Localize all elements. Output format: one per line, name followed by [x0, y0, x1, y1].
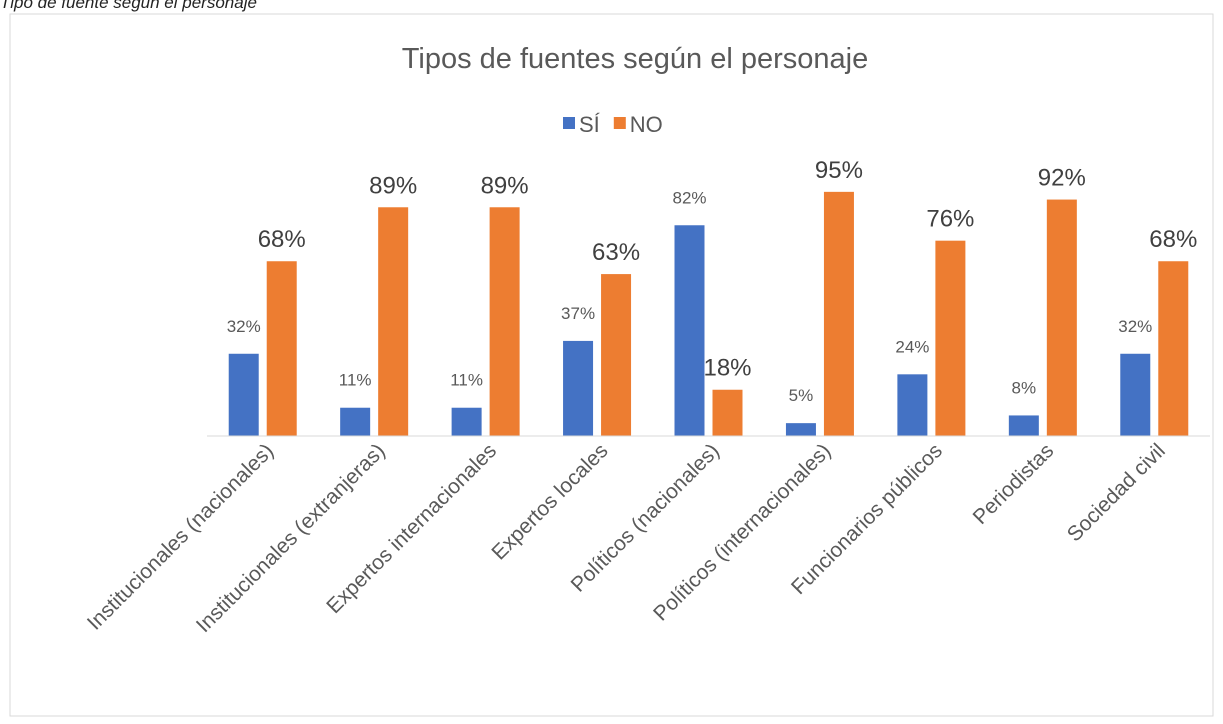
data-label: 89% [481, 172, 529, 199]
data-label: 11% [339, 371, 372, 390]
bar [712, 389, 743, 436]
legend-swatch [563, 117, 575, 129]
caption: Tipo de fuente según el personaje [0, 0, 257, 12]
legend-swatch [613, 117, 626, 129]
chart-title: Tipos de fuentes según el personaje [402, 43, 868, 75]
bar [266, 261, 297, 436]
data-label: 68% [258, 226, 306, 253]
bar [674, 225, 705, 436]
data-label: 18% [703, 355, 751, 382]
bar [1008, 415, 1039, 436]
bar [378, 207, 409, 436]
bar [823, 191, 854, 436]
bar [451, 407, 482, 436]
bar [897, 374, 928, 436]
bar [935, 240, 966, 436]
bar [785, 423, 816, 436]
bar [340, 407, 371, 436]
bar [601, 274, 632, 436]
bar [228, 353, 259, 436]
legend-label: SÍ [579, 112, 601, 137]
data-label: 5% [789, 386, 814, 405]
data-label: 68% [1149, 226, 1197, 253]
bar [1046, 199, 1077, 436]
data-label: 63% [592, 239, 640, 266]
data-label: 37% [561, 304, 595, 323]
data-label: 95% [815, 157, 863, 184]
bar [563, 340, 594, 436]
data-label: 82% [672, 188, 706, 207]
data-label: 11% [450, 371, 483, 390]
data-label: 92% [1038, 165, 1086, 192]
data-label: 8% [1012, 378, 1037, 397]
legend-label: NO [630, 112, 663, 137]
bar [1158, 261, 1189, 436]
bar [489, 207, 520, 436]
data-label: 32% [1118, 317, 1152, 336]
data-label: 32% [227, 317, 261, 336]
data-label: 76% [926, 206, 974, 233]
data-label: 24% [895, 337, 929, 356]
data-label: 89% [369, 172, 417, 199]
bar [1120, 353, 1151, 436]
